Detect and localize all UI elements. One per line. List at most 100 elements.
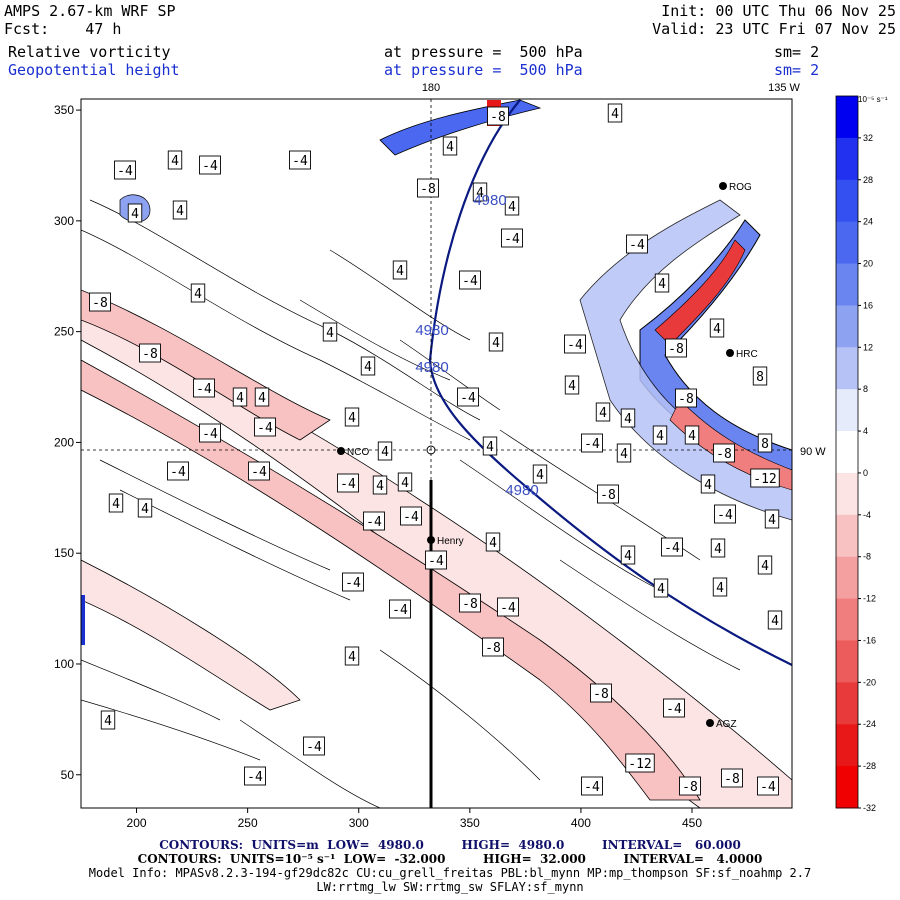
vorticity-label-box	[337, 473, 359, 493]
vorticity-label: -4	[196, 382, 212, 397]
colorbar-tick-label: 16	[863, 300, 873, 310]
vorticity-label-box	[425, 550, 447, 570]
vorticity-label: 4	[704, 478, 712, 493]
height-contour-label: 4980	[415, 322, 448, 339]
vorticity-label-box	[625, 753, 655, 773]
vorticity-label: 4	[768, 513, 776, 528]
vorticity-label: -4	[306, 740, 322, 755]
colorbar-tick-label: -24	[863, 719, 876, 729]
vorticity-label-box	[767, 610, 783, 630]
vorticity-label: 4	[131, 207, 139, 222]
vorticity-label: -4	[584, 437, 600, 452]
colorbar-tick-label: 24	[863, 217, 873, 227]
colorbar-tick-label: -32	[863, 803, 876, 813]
y-tick-label: 250	[54, 325, 74, 339]
vorticity-label-box	[289, 150, 311, 170]
vorticity-label-box	[764, 509, 780, 529]
colorbar-segment	[836, 137, 858, 181]
vorticity-label-box	[597, 484, 619, 504]
vorticity-label: -4	[366, 515, 382, 530]
x-tick-label: 450	[682, 816, 702, 830]
vorticity-label-box	[653, 578, 669, 598]
vorticity-label: -8	[92, 296, 108, 311]
station-marker	[337, 447, 345, 455]
colorbar-segment	[836, 514, 858, 558]
colorbar-segment	[836, 347, 858, 390]
vorticity-label: -8	[593, 687, 609, 702]
vorticity-label: 4	[348, 650, 356, 665]
vorticity-label: 4	[176, 204, 184, 219]
colorbar-segment	[836, 96, 858, 139]
colorbar-segment	[836, 263, 858, 306]
field1-smoothing: sm= 2	[774, 43, 820, 61]
vorticity-label: -8	[142, 347, 158, 362]
vorticity-label-box	[679, 776, 701, 796]
vorticity-label-box	[487, 106, 509, 126]
vorticity-label-box	[322, 322, 338, 342]
vorticity-label: 4	[112, 497, 120, 512]
vorticity-label: 4	[536, 468, 544, 483]
vorticity-label: -8	[668, 342, 684, 357]
y-tick-label: 50	[61, 768, 75, 782]
colorbar-tick-label: 8	[863, 384, 868, 394]
vorticity-label-box	[344, 646, 360, 666]
colorbar-tick-label: -8	[863, 552, 871, 562]
field1-level: at pressure = 500 hPa	[384, 43, 583, 61]
vorticity-label: 4	[624, 549, 632, 564]
vorticity-label-box	[254, 417, 276, 437]
vorticity-label: -4	[664, 541, 680, 556]
vorticity-label: 4	[258, 391, 266, 406]
colorbar-tick-label: -20	[863, 677, 876, 687]
y-tick-label: 300	[54, 214, 74, 228]
colorbar-tick-label: -28	[863, 761, 876, 771]
vorticity-label-box	[244, 766, 266, 786]
longitude-135w-label: 135 W	[768, 82, 800, 94]
vorticity-label: -4	[584, 780, 600, 795]
vorticity-label-box	[400, 506, 422, 526]
vorticity-label-box	[248, 461, 270, 481]
vorticity-label: -4	[340, 477, 356, 492]
vorticity-label: 4	[771, 614, 779, 629]
vorticity-label-box	[663, 698, 685, 718]
vorticity-label-box	[139, 343, 161, 363]
vorticity-label: 4	[489, 536, 497, 551]
vorticity-label-box	[712, 577, 728, 597]
vorticity-label: 4	[761, 559, 769, 574]
vorticity-label: 4	[326, 326, 334, 341]
vorticity-label-box	[254, 387, 270, 407]
init-time: Init: 00 UTC Thu 06 Nov 25	[661, 2, 896, 20]
vorticity-label-box	[607, 103, 623, 123]
vorticity-label-box	[167, 150, 183, 170]
station-marker	[719, 182, 727, 190]
vorticity-label: 4	[492, 336, 500, 351]
x-tick-label: 350	[460, 816, 480, 830]
height-contour-info: CONTOURS: UNITS=m LOW= 4980.0 HIGH= 4980…	[159, 838, 741, 852]
vorticity-label-box	[620, 408, 636, 428]
colorbar-segment	[836, 766, 858, 809]
vorticity-label-box	[114, 160, 136, 180]
vorticity-label-box	[750, 468, 780, 488]
vorticity-label: -4	[345, 576, 361, 591]
vorticity-label-box	[654, 273, 670, 293]
vorticity-label: -8	[678, 392, 694, 407]
colorbar-segment	[836, 305, 858, 348]
vorticity-label-box	[684, 425, 700, 445]
vorticity-label-box	[417, 178, 439, 198]
station-label: AGZ	[716, 719, 737, 730]
vorticity-label-box	[392, 260, 408, 280]
vorticity-label-box	[532, 464, 548, 484]
colorbar-units: 10⁻⁵ s⁻¹	[858, 95, 888, 104]
vorticity-label: 4	[624, 412, 632, 427]
vorticity-label-box	[442, 136, 458, 156]
colorbar-segment	[836, 221, 858, 265]
vorticity-label: -4	[460, 391, 476, 406]
vorticity-label: 8	[761, 437, 769, 452]
vorticity-label: -4	[257, 421, 273, 436]
vorticity-label: -4	[202, 159, 218, 174]
colorbar-segment	[836, 682, 858, 725]
colorbar-tick-label: 32	[863, 133, 873, 143]
vorticity-label-box	[360, 356, 376, 376]
valid-time: Valid: 23 UTC Fri 07 Nov 25	[652, 20, 896, 38]
vorticity-label-box	[713, 443, 735, 463]
